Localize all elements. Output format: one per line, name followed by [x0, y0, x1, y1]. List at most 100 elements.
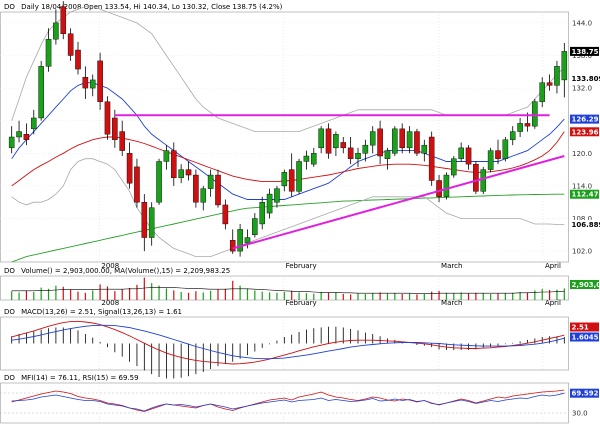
- candle-body: [362, 144, 369, 154]
- candle-body: [45, 38, 52, 67]
- candle-body: [229, 240, 236, 252]
- candle-body: [502, 139, 509, 159]
- candle-body: [443, 174, 450, 197]
- price-series-line: [11, 82, 565, 200]
- candle-body: [377, 128, 383, 157]
- volume-panel-header: DO Volume() = 2,903,000.00, MA(Volume(),…: [4, 267, 230, 275]
- mfi-rsi-panel-header: DO MFI(14) = 76.11, RSI(15) = 69.59: [4, 374, 139, 382]
- candle-body: [97, 60, 103, 102]
- macd-header-text: MACD(13,26) = 2.51, Signal(13,26,13) = 1…: [21, 308, 182, 316]
- month-label: March: [441, 299, 462, 307]
- candle-body: [23, 134, 30, 140]
- candle-body: [561, 51, 568, 81]
- candle-body: [215, 174, 221, 206]
- price-tick-label: 132.0: [572, 85, 592, 93]
- candle-body: [318, 128, 324, 149]
- price-panel-frame: [0, 11, 569, 263]
- price-tag-box: [570, 114, 599, 124]
- month-label: March: [441, 262, 462, 270]
- candle-body: [281, 172, 288, 187]
- price-series-line: [11, 158, 565, 258]
- candle-body: [266, 193, 273, 214]
- price-tag-box: [570, 189, 599, 199]
- candle-body: [495, 150, 501, 159]
- candle-body: [274, 188, 280, 203]
- price-series-line: [11, 131, 565, 187]
- price-tag-label: 133.809: [572, 75, 600, 83]
- candle-body: [252, 218, 258, 236]
- oscillator-tick-label: 30.0: [572, 410, 588, 418]
- candle-body: [296, 161, 302, 192]
- macd-tag-box: [570, 322, 599, 332]
- candle-body: [67, 33, 74, 56]
- candle-body: [458, 147, 464, 159]
- candle-body: [244, 237, 251, 244]
- price-panel-header: DO Daily 18/04/2008 Open 133.54, Hi 140.…: [4, 3, 283, 11]
- price-tick-label: 114.0: [572, 182, 592, 190]
- candle-body: [185, 169, 192, 176]
- price-tick-label: 144.0: [572, 19, 592, 27]
- candle-body: [222, 204, 229, 225]
- candle-body: [340, 142, 347, 149]
- candle-body: [288, 169, 295, 192]
- candle-body: [60, 6, 67, 34]
- candle-body: [148, 207, 155, 238]
- candle-body: [546, 82, 553, 86]
- candle-body: [303, 155, 310, 162]
- candle-body: [355, 153, 361, 159]
- candle-body: [333, 134, 339, 149]
- price-tag-label: 138.75: [572, 48, 599, 56]
- trend-line: [232, 155, 565, 250]
- candle-body: [119, 131, 125, 151]
- candle-body: [16, 131, 22, 138]
- price-tag-box: [570, 127, 599, 137]
- candle-body: [406, 131, 413, 149]
- price-tag-box: [570, 220, 599, 230]
- mfi-rsi-symbol: DO: [4, 374, 15, 382]
- candle-body: [451, 158, 457, 176]
- candle-body: [465, 147, 472, 165]
- candle-body: [193, 174, 199, 203]
- candle-body: [8, 136, 15, 149]
- price-tag-label: 126.291: [572, 116, 600, 124]
- price-tag-label: 112.474: [572, 191, 600, 199]
- candle-body: [104, 101, 111, 135]
- candle-body: [311, 153, 317, 165]
- candle-body: [532, 101, 538, 127]
- volume-tag-box: [570, 280, 599, 289]
- candle-body: [156, 161, 162, 203]
- month-label: April: [545, 262, 561, 270]
- candle-body: [112, 117, 118, 140]
- volume-header-text: Volume() = 2,903,000.00, MA(Volume(),15)…: [21, 267, 230, 275]
- candle-body: [509, 131, 516, 140]
- candle-body: [207, 174, 214, 189]
- price-tag-label: 106.889: [572, 221, 600, 229]
- price-tag-box: [570, 46, 599, 56]
- price-tick-label: 108.0: [572, 215, 592, 223]
- price-tag-box: [570, 73, 599, 83]
- macd-tag-box: [570, 332, 599, 342]
- candle-body: [436, 180, 442, 197]
- macd-panel-frame: [0, 316, 569, 371]
- candle-body: [524, 123, 531, 127]
- price-tick-label: 138.0: [572, 52, 592, 60]
- volume-tag-label: 2,903,000: [572, 281, 600, 289]
- candle-body: [171, 150, 177, 178]
- candle-body: [134, 166, 140, 203]
- mfi-rsi-header-text: MFI(14) = 76.11, RSI(15) = 69.59: [21, 374, 138, 382]
- candle-body: [539, 82, 545, 102]
- candle-body: [399, 128, 405, 149]
- month-label: February: [286, 262, 317, 270]
- month-label: April: [545, 299, 561, 307]
- price-series-line: [11, 6, 565, 133]
- candle-body: [163, 150, 170, 162]
- candle-body: [325, 128, 332, 154]
- candle-body: [259, 202, 265, 225]
- month-label: 2008: [101, 262, 119, 270]
- oscillator-series-line: [11, 389, 565, 412]
- candle-body: [178, 169, 184, 178]
- oscillator-series-line: [11, 392, 565, 412]
- candle-body: [554, 66, 560, 86]
